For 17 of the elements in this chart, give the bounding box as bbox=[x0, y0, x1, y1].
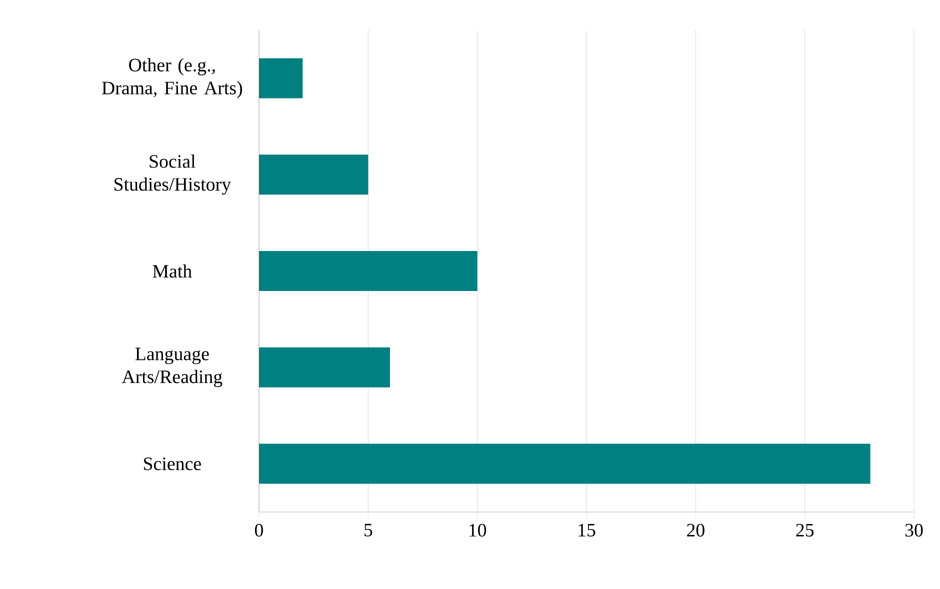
y-tick-label: Math bbox=[152, 264, 192, 278]
x-tick-label: 25 bbox=[796, 524, 814, 537]
y-tick-label: Other (e.g., Drama, Fine Arts) bbox=[102, 58, 242, 98]
y-tick-label: Language Arts/Reading bbox=[122, 348, 222, 388]
x-tick-label: 30 bbox=[905, 524, 923, 537]
y-tick-label: Science bbox=[144, 457, 201, 470]
bar bbox=[259, 444, 870, 484]
bar bbox=[259, 154, 368, 195]
x-tick-label: 20 bbox=[687, 524, 704, 537]
y-tick-label: Social Studies/History bbox=[114, 154, 231, 195]
x-tick-label: 5 bbox=[364, 524, 372, 536]
x-tick-label: 15 bbox=[578, 524, 596, 537]
bar bbox=[259, 347, 390, 388]
x-tick-label: 10 bbox=[470, 524, 486, 537]
x-tick-label: 0 bbox=[254, 524, 264, 537]
bar bbox=[259, 250, 478, 291]
bar bbox=[259, 58, 303, 98]
